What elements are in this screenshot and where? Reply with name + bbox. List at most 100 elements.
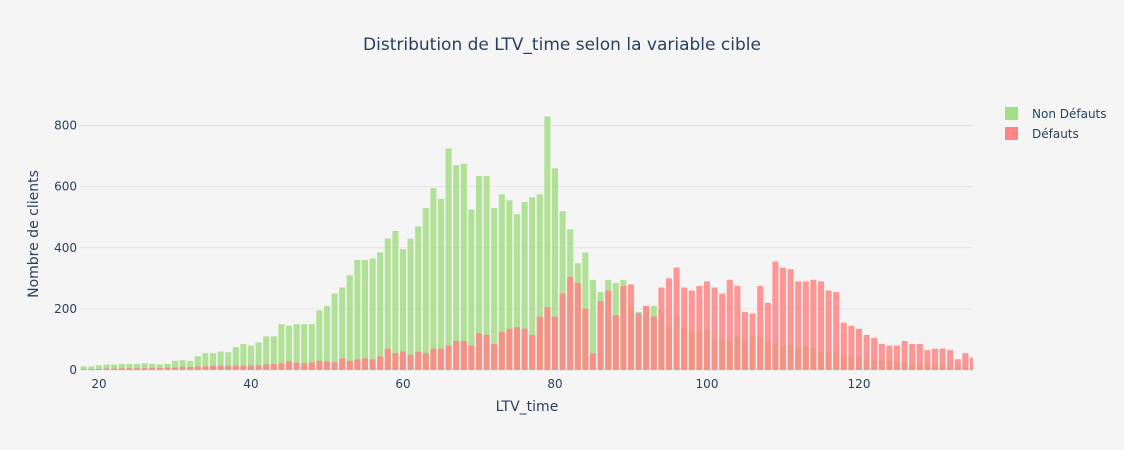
bar	[468, 209, 475, 370]
bar	[278, 363, 285, 370]
bar	[111, 368, 118, 370]
bar	[377, 252, 384, 370]
bar	[886, 345, 893, 370]
bar	[179, 366, 186, 370]
y-tick-label: 800	[54, 119, 77, 133]
bar	[658, 287, 665, 370]
bar	[118, 368, 125, 370]
bar	[589, 353, 597, 370]
bar	[840, 322, 847, 370]
bar	[88, 366, 95, 370]
bar	[567, 276, 574, 370]
bar	[422, 208, 429, 370]
bar	[156, 364, 163, 370]
bar	[187, 366, 194, 370]
bar	[141, 368, 148, 370]
bar	[179, 360, 186, 370]
bar	[323, 305, 331, 370]
bar	[787, 269, 794, 370]
bar	[194, 356, 201, 370]
bar	[536, 316, 543, 370]
bar	[483, 175, 490, 370]
bar	[529, 334, 536, 370]
bar	[331, 293, 338, 370]
bar	[574, 282, 581, 370]
legend-label-non-defauts: Non Défauts	[1032, 107, 1107, 121]
bar	[779, 267, 787, 370]
bar	[871, 337, 878, 370]
y-tick-label: 200	[54, 302, 77, 316]
bar	[643, 305, 650, 370]
bar	[460, 340, 467, 370]
bar	[734, 285, 741, 370]
bar	[415, 351, 422, 370]
series-defauts	[80, 261, 973, 370]
bar	[369, 258, 376, 370]
bar	[301, 363, 308, 370]
bar	[513, 214, 521, 370]
bar	[225, 365, 232, 370]
bar	[133, 368, 141, 370]
bar	[544, 116, 551, 370]
bar	[263, 364, 270, 370]
x-tick-label: 20	[91, 377, 106, 391]
bar	[316, 310, 323, 370]
bar	[407, 238, 414, 370]
bar	[855, 328, 863, 370]
bar	[118, 363, 125, 370]
bar	[339, 358, 346, 370]
bar	[270, 363, 277, 370]
bar	[536, 194, 543, 370]
bar	[749, 313, 756, 370]
bar	[491, 208, 498, 370]
bar	[635, 313, 642, 370]
bar	[650, 316, 657, 370]
bar	[285, 361, 293, 370]
bar	[764, 302, 771, 370]
bar	[80, 369, 87, 370]
bar	[445, 345, 452, 370]
legend-item-defauts[interactable]: Défauts	[1005, 127, 1079, 141]
bar	[384, 348, 391, 370]
chart-title: Distribution de LTV_time selon la variab…	[363, 35, 761, 55]
bar	[559, 293, 566, 370]
bar	[361, 358, 369, 370]
legend: Non Défauts Défauts	[1005, 107, 1107, 141]
bar	[681, 287, 688, 370]
bar	[513, 327, 521, 370]
bar	[202, 366, 209, 370]
bar	[430, 188, 437, 370]
bar	[293, 324, 300, 370]
bar	[969, 357, 973, 370]
bar	[544, 307, 551, 370]
bar	[673, 267, 680, 370]
bar	[597, 301, 604, 370]
bar	[430, 348, 437, 370]
bar	[331, 362, 338, 370]
bar	[711, 287, 718, 370]
bar	[939, 348, 946, 370]
y-axis-ticks: 0 200 400 600 800	[54, 119, 77, 377]
bar	[924, 350, 931, 370]
legend-item-non-defauts[interactable]: Non Défauts	[1005, 107, 1107, 121]
bar	[323, 361, 331, 370]
bar	[506, 200, 513, 370]
bar	[931, 348, 939, 370]
bar	[665, 278, 673, 370]
bar	[80, 366, 87, 370]
bar	[164, 367, 171, 370]
bar	[384, 238, 391, 370]
bar	[369, 359, 376, 370]
bar	[757, 285, 764, 370]
bar	[810, 279, 817, 370]
bar	[255, 365, 262, 370]
bar	[308, 362, 315, 370]
bar	[217, 351, 224, 370]
bar	[354, 359, 361, 370]
x-axis-title: LTV_time	[496, 399, 559, 415]
bar	[209, 365, 217, 370]
bar	[399, 249, 407, 370]
bar	[111, 364, 118, 370]
bar	[468, 345, 475, 370]
